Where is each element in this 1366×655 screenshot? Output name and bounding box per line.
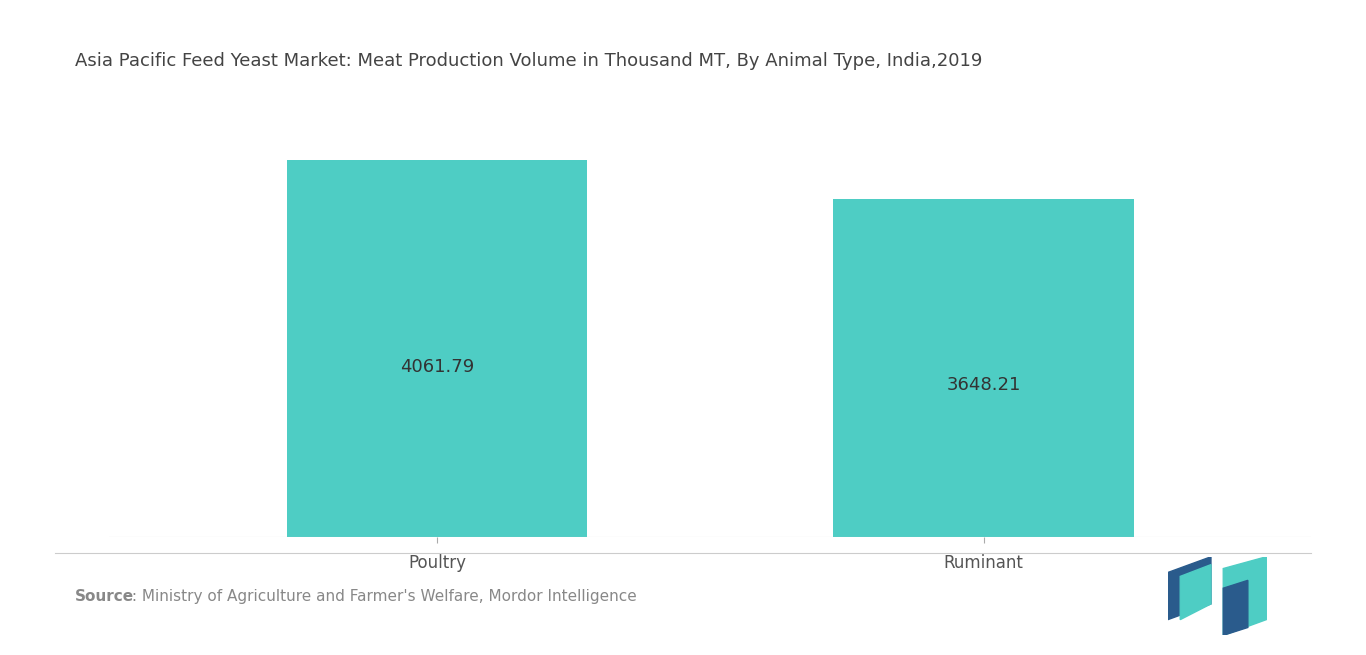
Bar — [287, 160, 587, 537]
Polygon shape — [1180, 565, 1212, 620]
Bar — [833, 198, 1134, 537]
Text: Asia Pacific Feed Yeast Market: Meat Production Volume in Thousand MT, By Animal: Asia Pacific Feed Yeast Market: Meat Pro… — [75, 52, 982, 70]
Polygon shape — [1224, 557, 1266, 635]
Text: : Ministry of Agriculture and Farmer's Welfare, Mordor Intelligence: : Ministry of Agriculture and Farmer's W… — [127, 589, 637, 603]
Text: 4061.79: 4061.79 — [400, 358, 474, 377]
Polygon shape — [1168, 557, 1212, 620]
Text: Source: Source — [75, 589, 134, 603]
Text: 3648.21: 3648.21 — [947, 376, 1020, 394]
Polygon shape — [1224, 580, 1249, 635]
